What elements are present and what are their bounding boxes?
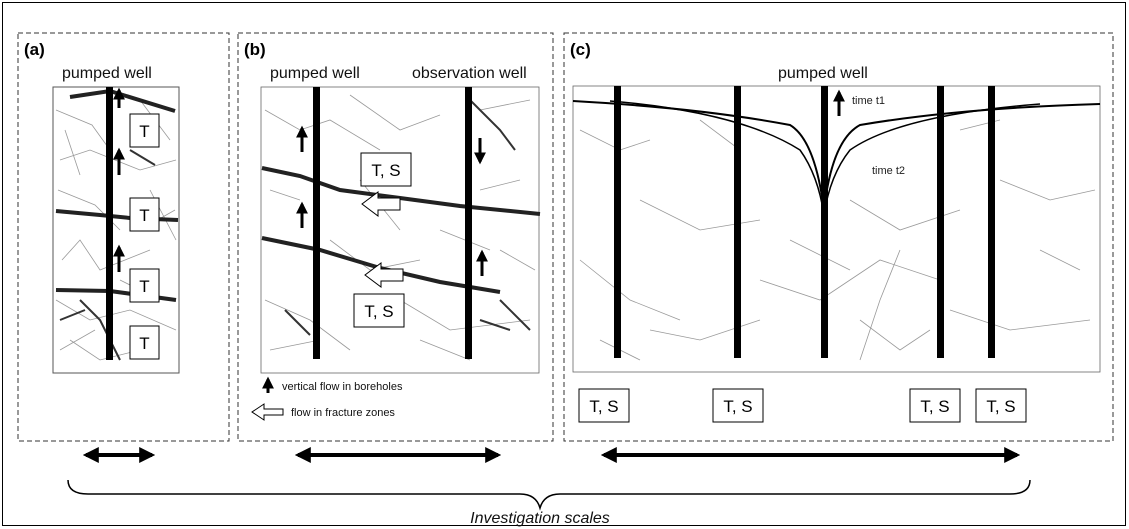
- svg-text:T: T: [139, 277, 149, 296]
- panel-a-well-label: pumped well: [62, 65, 152, 82]
- panel-c-box: T, S: [975, 388, 1027, 423]
- panel-b-fracture-flow-arrow: [361, 191, 401, 217]
- panel-c-time-t1-label: time t1: [852, 95, 885, 107]
- panel-b-pumped-well-label: pumped well: [270, 65, 360, 82]
- panel-c-observation-well: [937, 86, 944, 358]
- panel-c-pumped-well: [821, 86, 828, 358]
- panel-b-observation-well-label: observation well: [412, 65, 527, 82]
- panel-b-observation-well: [465, 87, 472, 359]
- panel-c-box: T, S: [578, 388, 630, 423]
- panel-b-border: [237, 32, 554, 442]
- scale-brace: [67, 479, 1031, 511]
- panel-a-pumped-well: [106, 87, 113, 360]
- scale-caption: Investigation scales: [470, 510, 610, 527]
- svg-text:T, S: T, S: [589, 397, 618, 416]
- svg-text:T: T: [139, 122, 149, 141]
- panel-c: (c) pumped well time t1 time t2 T, S: [563, 32, 1114, 442]
- panel-b-pumped-well: [313, 87, 320, 359]
- panel-a-box: T: [129, 113, 160, 148]
- svg-text:T, S: T, S: [723, 397, 752, 416]
- panel-a-box: T: [129, 268, 160, 303]
- panel-b-fracture-flow-arrow: [364, 262, 404, 288]
- svg-text:T: T: [139, 206, 149, 225]
- panel-c-observation-well: [734, 86, 741, 358]
- panel-c-label: (c): [570, 40, 591, 59]
- svg-text:T: T: [139, 334, 149, 353]
- panel-c-rock-block: [572, 85, 1101, 373]
- panel-b-fracture-network: [264, 94, 536, 361]
- svg-text:T, S: T, S: [986, 397, 1015, 416]
- legend-fracture-flow-icon: [251, 403, 284, 421]
- panel-c-box: T, S: [712, 388, 764, 423]
- panel-c-time-t2-label: time t2: [872, 165, 905, 177]
- panel-c-border: [563, 32, 1114, 442]
- svg-text:T, S: T, S: [920, 397, 949, 416]
- panel-a-border: [17, 32, 230, 442]
- panel-c-box: T, S: [909, 388, 961, 423]
- panel-c-drawdown-curve-t2: [609, 100, 825, 216]
- panel-c-drawdown-curve-t1: [572, 100, 825, 211]
- panel-c-observation-well: [988, 86, 995, 358]
- panel-c-well-label: pumped well: [778, 65, 868, 82]
- panel-a-box: T: [129, 197, 160, 232]
- panel-a-rock-block: [52, 86, 180, 374]
- svg-text:T, S: T, S: [371, 161, 400, 180]
- legend-vertical-flow-label: vertical flow in boreholes: [282, 381, 403, 393]
- panel-c-observation-well: [614, 86, 621, 358]
- panel-a-box: T: [129, 325, 160, 360]
- panel-a-label: (a): [24, 40, 45, 59]
- legend-fracture-flow-label: flow in fracture zones: [291, 407, 395, 419]
- panel-a: (a) pumped well T T: [17, 32, 230, 442]
- svg-text:T, S: T, S: [364, 302, 393, 321]
- panel-b-box: T, S: [353, 293, 405, 328]
- panel-b-box: T, S: [360, 152, 412, 187]
- panel-b: (b) pumped well observation well T,: [237, 32, 554, 442]
- panel-b-label: (b): [244, 40, 266, 59]
